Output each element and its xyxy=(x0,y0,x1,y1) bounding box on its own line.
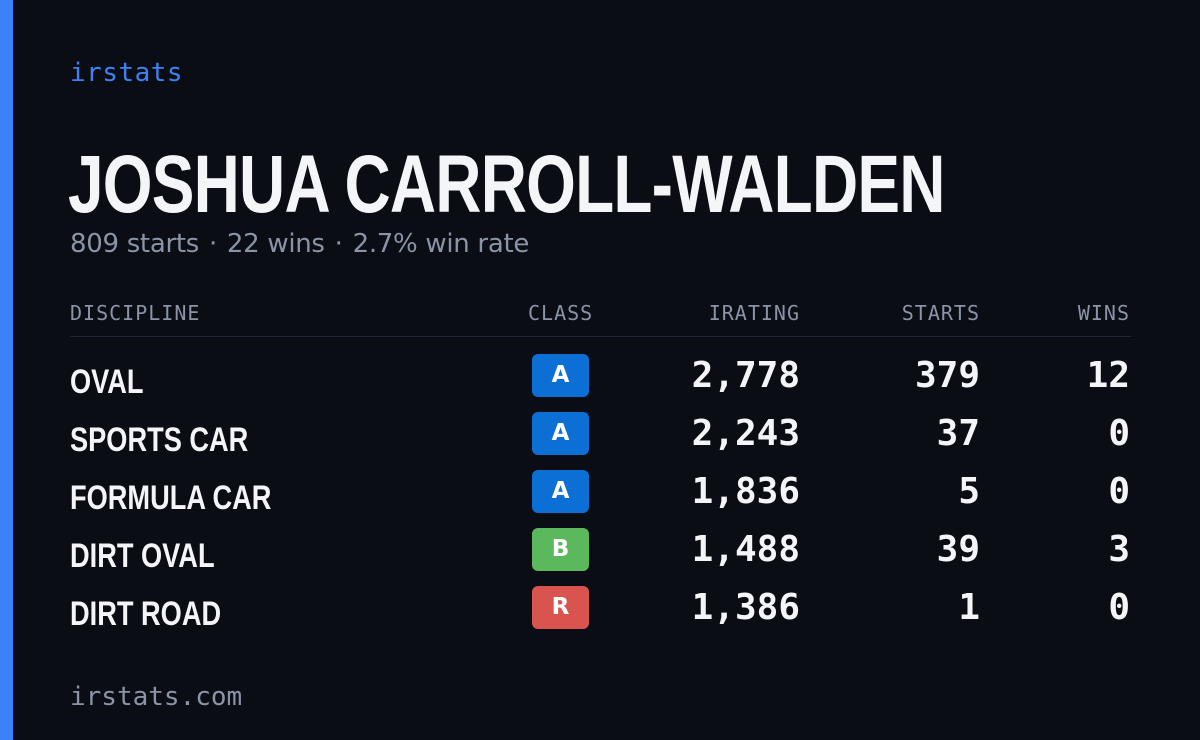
column-header-wins: WINS xyxy=(1077,301,1130,325)
license-class-badge: B xyxy=(532,528,589,571)
table-header: DISCIPLINE CLASS IRATING STARTS WINS xyxy=(70,296,1131,337)
starts-value: 1 xyxy=(958,587,980,628)
wins-value: 0 xyxy=(1108,471,1130,512)
column-header-class: CLASS xyxy=(528,301,594,325)
starts-value: 37 xyxy=(936,413,980,454)
brand-logo[interactable]: irstats xyxy=(70,58,184,88)
irating-value: 1,488 xyxy=(691,529,800,570)
wins-value: 12 xyxy=(1086,355,1130,396)
table-row: DIRT OVAL B 1,488 39 3 xyxy=(70,527,1131,585)
discipline-name: OVAL xyxy=(70,363,144,401)
stats-table: DISCIPLINE CLASS IRATING STARTS WINS OVA… xyxy=(70,296,1131,643)
column-header-discipline: DISCIPLINE xyxy=(70,301,201,325)
wins-value: 0 xyxy=(1108,587,1130,628)
starts-value: 39 xyxy=(936,529,980,570)
player-summary: 809 starts · 22 wins · 2.7% win rate xyxy=(70,229,529,259)
irating-value: 1,836 xyxy=(691,471,800,512)
discipline-name: DIRT ROAD xyxy=(70,595,222,633)
irating-value: 2,243 xyxy=(691,413,800,454)
license-class-badge: A xyxy=(532,412,589,455)
license-class-badge: R xyxy=(532,586,589,629)
separator-dot: · xyxy=(208,229,217,259)
wins-value: 0 xyxy=(1108,413,1130,454)
discipline-name: DIRT OVAL xyxy=(70,537,215,575)
starts-value: 5 xyxy=(958,471,980,512)
column-header-irating: IRATING xyxy=(708,301,800,325)
table-body: OVAL A 2,778 379 12 SPORTS CAR A 2,243 3… xyxy=(70,353,1131,643)
discipline-name: FORMULA CAR xyxy=(70,479,272,517)
table-row: OVAL A 2,778 379 12 xyxy=(70,353,1131,411)
irating-value: 2,778 xyxy=(691,355,800,396)
license-class-badge: A xyxy=(532,354,589,397)
wins-value: 3 xyxy=(1108,529,1130,570)
table-row: SPORTS CAR A 2,243 37 0 xyxy=(70,411,1131,469)
table-row: DIRT ROAD R 1,386 1 0 xyxy=(70,585,1131,643)
starts-value: 379 xyxy=(914,355,980,396)
win-rate-summary: 2.7% win rate xyxy=(352,229,530,259)
discipline-name: SPORTS CAR xyxy=(70,421,249,459)
separator-dot: · xyxy=(334,229,343,259)
accent-bar xyxy=(0,0,13,740)
footer-url[interactable]: irstats.com xyxy=(70,682,243,712)
starts-summary: 809 starts xyxy=(70,229,199,259)
license-class-badge: A xyxy=(532,470,589,513)
wins-summary: 22 wins xyxy=(226,229,325,259)
table-row: FORMULA CAR A 1,836 5 0 xyxy=(70,469,1131,527)
column-header-starts: STARTS xyxy=(901,301,980,325)
irating-value: 1,386 xyxy=(691,587,800,628)
page-title: JOSHUA CARROLL-WALDEN xyxy=(68,139,945,230)
